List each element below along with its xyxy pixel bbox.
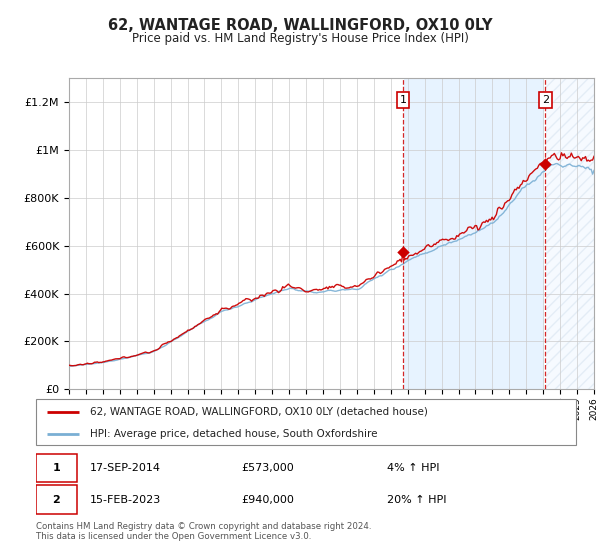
Text: 4% ↑ HPI: 4% ↑ HPI [387,463,439,473]
Text: 20% ↑ HPI: 20% ↑ HPI [387,494,446,505]
Text: Price paid vs. HM Land Registry's House Price Index (HPI): Price paid vs. HM Land Registry's House … [131,32,469,45]
Text: Contains HM Land Registry data © Crown copyright and database right 2024.
This d: Contains HM Land Registry data © Crown c… [36,522,371,542]
Text: 62, WANTAGE ROAD, WALLINGFORD, OX10 0LY (detached house): 62, WANTAGE ROAD, WALLINGFORD, OX10 0LY … [90,407,428,417]
FancyBboxPatch shape [36,454,77,482]
Text: 2: 2 [542,95,549,105]
Text: 62, WANTAGE ROAD, WALLINGFORD, OX10 0LY: 62, WANTAGE ROAD, WALLINGFORD, OX10 0LY [108,18,492,33]
Text: 1: 1 [400,95,406,105]
Text: HPI: Average price, detached house, South Oxfordshire: HPI: Average price, detached house, Sout… [90,429,377,438]
Text: 17-SEP-2014: 17-SEP-2014 [90,463,161,473]
Text: 1: 1 [52,463,60,473]
Text: 2: 2 [52,494,60,505]
Text: £940,000: £940,000 [241,494,294,505]
Text: £573,000: £573,000 [241,463,294,473]
Point [398,248,408,256]
FancyBboxPatch shape [36,486,77,514]
Point [541,160,550,169]
Text: 15-FEB-2023: 15-FEB-2023 [90,494,161,505]
